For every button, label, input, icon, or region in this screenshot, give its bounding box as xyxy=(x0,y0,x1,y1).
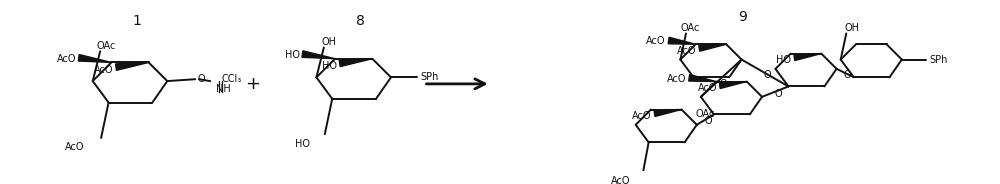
Polygon shape xyxy=(654,109,682,116)
Text: OH: OH xyxy=(322,37,337,47)
Text: 1: 1 xyxy=(132,13,141,27)
Text: O: O xyxy=(704,116,712,126)
Text: 8: 8 xyxy=(356,13,365,27)
Text: OAc: OAc xyxy=(96,41,115,51)
Text: O: O xyxy=(843,70,851,80)
Text: AcO: AcO xyxy=(94,65,113,75)
Text: AcO: AcO xyxy=(65,142,84,152)
Text: HO: HO xyxy=(776,55,791,65)
Text: O: O xyxy=(763,70,771,80)
Text: AcO: AcO xyxy=(667,74,686,84)
Polygon shape xyxy=(116,62,149,70)
Text: HO: HO xyxy=(295,139,310,148)
Text: HO: HO xyxy=(285,50,300,60)
Text: 9: 9 xyxy=(738,10,747,24)
Text: O: O xyxy=(774,89,782,98)
Text: SPh: SPh xyxy=(930,54,948,65)
Polygon shape xyxy=(699,44,726,51)
Text: AcO: AcO xyxy=(632,111,652,121)
Text: HO: HO xyxy=(322,61,337,71)
Text: NH: NH xyxy=(216,84,230,94)
Polygon shape xyxy=(689,75,716,82)
Text: AcO: AcO xyxy=(646,36,666,47)
Text: AcO: AcO xyxy=(677,46,696,56)
Polygon shape xyxy=(339,59,372,67)
Polygon shape xyxy=(668,37,696,44)
Text: +: + xyxy=(246,75,261,93)
Text: SPh: SPh xyxy=(421,72,439,82)
Text: CCl₃: CCl₃ xyxy=(221,74,242,84)
Text: AcO: AcO xyxy=(611,176,630,184)
Text: OAc: OAc xyxy=(680,23,699,33)
Text: O: O xyxy=(197,74,205,84)
Polygon shape xyxy=(302,51,335,59)
Text: O: O xyxy=(719,79,727,89)
Text: AcO: AcO xyxy=(56,54,76,64)
Text: OAc: OAc xyxy=(696,109,715,119)
Text: OH: OH xyxy=(844,23,859,33)
Polygon shape xyxy=(719,82,747,89)
Polygon shape xyxy=(78,54,111,62)
Text: AcO: AcO xyxy=(697,83,717,93)
Polygon shape xyxy=(794,54,821,61)
